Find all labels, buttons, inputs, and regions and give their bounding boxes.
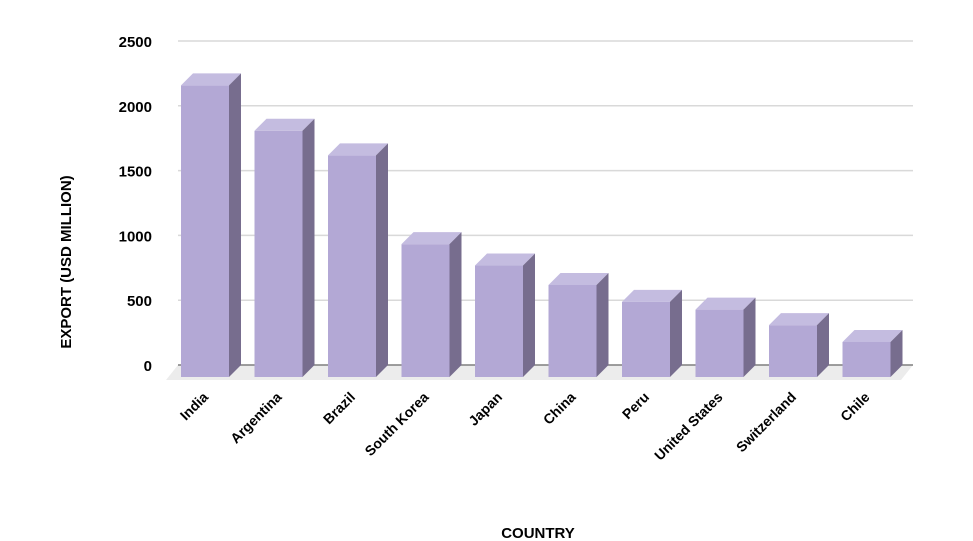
y-tick-label: 500 — [127, 293, 152, 310]
bar-top — [181, 73, 241, 86]
bar-side — [890, 330, 903, 377]
bar-side — [817, 313, 829, 377]
bar-front — [769, 325, 817, 377]
bar-top — [769, 313, 829, 326]
bar-front — [475, 265, 523, 377]
x-tick-label: Chile — [837, 389, 873, 425]
bar-side — [449, 232, 462, 377]
bars — [181, 73, 903, 378]
bar-side — [302, 118, 315, 377]
y-axis-title: EXPORT (USD MILLION) — [58, 175, 75, 348]
bar-front — [401, 244, 450, 377]
bar-front — [254, 130, 303, 377]
bar-top — [401, 232, 462, 245]
bar-front — [181, 85, 229, 378]
bar-side — [376, 143, 388, 377]
bar-front — [548, 284, 597, 377]
bar-side — [523, 253, 535, 377]
x-axis-ticks: India Argentina Brazil South Korea Japan Chin… — [177, 389, 873, 464]
bar-side — [596, 272, 609, 377]
bar-brazil — [328, 143, 388, 377]
bar-top — [328, 143, 388, 156]
x-tick-label: South Korea — [361, 389, 431, 459]
x-tick-label: United States — [651, 389, 726, 464]
bar-south-korea — [401, 232, 462, 377]
x-axis-title: COUNTRY — [501, 525, 575, 541]
x-tick-label: China — [540, 389, 579, 428]
bar-chile — [842, 330, 903, 377]
bar-top — [254, 118, 315, 131]
y-tick-label: 1500 — [119, 164, 152, 181]
y-tick-label: 2500 — [119, 34, 152, 51]
bar-top — [475, 253, 535, 266]
bar-top — [695, 297, 756, 310]
x-tick-label: Japan — [465, 389, 505, 429]
bar-india — [181, 73, 241, 378]
bar-switzerland — [769, 313, 829, 377]
y-tick-label: 0 — [144, 358, 152, 375]
x-tick-label: India — [177, 389, 212, 424]
bar-side — [670, 289, 682, 377]
y-tick-label: 1000 — [119, 228, 152, 245]
x-tick-label: Brazil — [320, 389, 358, 427]
bar-front — [328, 155, 376, 377]
bar-front — [842, 342, 891, 377]
bar-side — [229, 73, 241, 378]
bar-front — [695, 309, 744, 377]
x-tick-label: Peru — [619, 389, 652, 422]
bar-united-states — [695, 297, 756, 377]
y-axis-ticks: 0 500 1000 1500 2000 2500 — [119, 34, 152, 375]
bar-top — [842, 330, 903, 343]
bar-japan — [475, 253, 535, 377]
bar-argentina — [254, 118, 315, 377]
x-tick-label: Argentina — [227, 389, 285, 447]
bar-front — [622, 301, 670, 377]
bar-top — [622, 289, 682, 302]
bar-top — [548, 272, 609, 285]
x-tick-label: Switzerland — [733, 389, 799, 455]
bar-side — [743, 297, 756, 377]
bar-peru — [622, 289, 682, 377]
bar-china — [548, 272, 609, 377]
y-tick-label: 2000 — [119, 99, 152, 116]
